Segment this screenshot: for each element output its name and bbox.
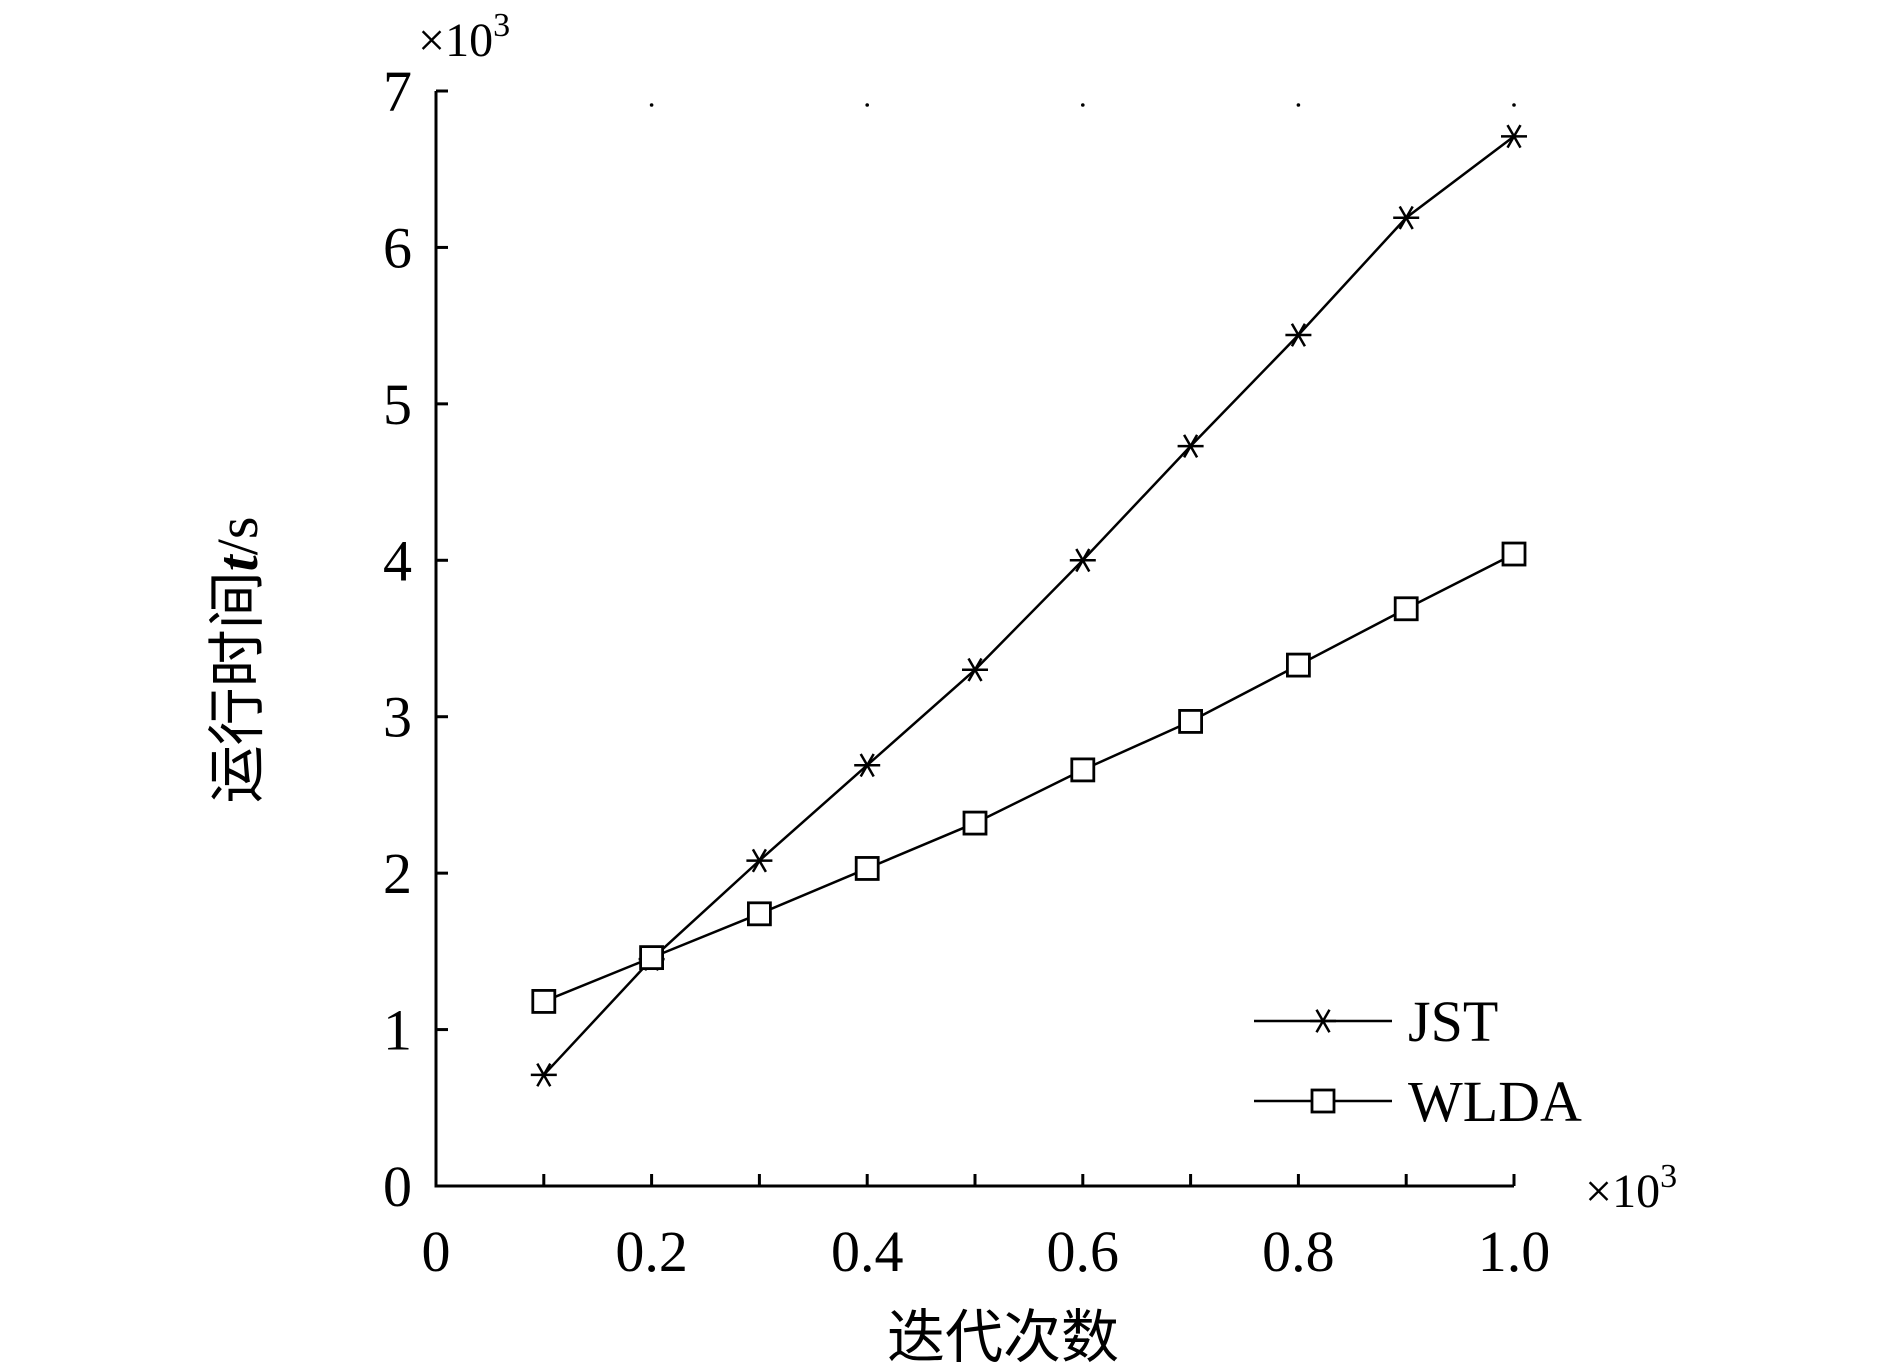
legend-entry: JST [1254, 989, 1498, 1054]
asterisk-marker [854, 753, 881, 778]
x-tick-label: 0.8 [1262, 1219, 1335, 1284]
y-axis-title-unit: /s [205, 517, 270, 556]
asterisk-stroke [1290, 323, 1306, 347]
square-marker [639, 945, 664, 971]
x-tick-label: 0 [422, 1219, 451, 1284]
asterisk-marker [1285, 323, 1312, 347]
y-multiplier-exponent: 3 [493, 7, 510, 44]
y-axis-title: 运行时间t/s [205, 517, 270, 804]
top-frame-dot [1081, 103, 1085, 107]
asterisk-marker [1069, 548, 1096, 573]
legend-label: JST [1408, 989, 1498, 1054]
asterisk-marker [962, 657, 988, 682]
x-tick-label: 0.2 [615, 1219, 688, 1284]
asterisk-stroke [1183, 434, 1199, 458]
asterisk-stroke [1398, 205, 1414, 230]
series-line-jst [542, 135, 1515, 1076]
asterisk-marker [1177, 434, 1204, 458]
top-frame-dot [649, 103, 654, 107]
square-marker [1310, 1088, 1336, 1114]
square-marker [1070, 757, 1096, 783]
y-tick-label: 1 [383, 998, 412, 1063]
asterisk-stroke [859, 753, 875, 778]
legend-label: WLDA [1408, 1069, 1582, 1134]
asterisk-stroke [1075, 548, 1091, 573]
x-multiplier-exponent: 3 [1660, 1158, 1677, 1195]
y-multiplier-base: ×10 [418, 14, 493, 67]
x-multiplier-base: ×10 [1585, 1165, 1660, 1218]
y-tick-label: 3 [383, 685, 412, 750]
top-frame-dot [1296, 103, 1301, 107]
y-tick-label: 6 [383, 215, 412, 280]
ticks: 0 1 2 3 4 5 6 7 0 0.2 0.4 0.6 0.8 1.0 [383, 59, 1550, 1284]
series-line-wlda [543, 552, 1515, 1003]
asterisk-stroke [1315, 1009, 1331, 1033]
top-frame-dots [649, 103, 1516, 107]
legend-entry: WLDA [1254, 1069, 1582, 1134]
square-marker [1501, 541, 1527, 567]
square-marker [854, 856, 880, 881]
square-marker [962, 810, 988, 836]
square-marker [1286, 652, 1311, 678]
legend: JST WLDA [1254, 989, 1582, 1134]
asterisk-marker [1501, 124, 1527, 149]
square-marker [1178, 709, 1203, 734]
asterisk-marker [530, 1063, 557, 1087]
top-frame-dot [865, 103, 869, 107]
y-tick-label: 2 [383, 841, 412, 906]
y-tick-label: 7 [383, 59, 412, 124]
square-marker [747, 901, 772, 927]
asterisk-marker [1393, 205, 1420, 230]
y-axis-title-main: 运行时间 [205, 571, 270, 803]
x-axis-title: 迭代次数 [887, 1305, 1119, 1370]
asterisk-marker [1310, 1009, 1336, 1033]
square-marker [531, 989, 557, 1014]
series-wlda [531, 541, 1527, 1014]
top-frame-dot [1512, 103, 1516, 107]
y-tick-label: 0 [383, 1154, 412, 1219]
square-marker [1393, 596, 1419, 622]
x-tick-label: 1.0 [1478, 1219, 1551, 1284]
series-jst [530, 124, 1527, 1087]
series-layer [530, 124, 1527, 1087]
x-tick-label: 0.6 [1047, 1219, 1120, 1284]
x-axis-multiplier: ×103 [1585, 1158, 1677, 1218]
y-axis-multiplier: ×103 [418, 7, 510, 67]
y-tick-label: 5 [383, 372, 412, 437]
y-axis-title-variable: t [205, 553, 270, 571]
x-tick-label: 0.4 [831, 1219, 904, 1284]
y-tick-label: 4 [383, 528, 412, 593]
asterisk-stroke [967, 657, 983, 682]
asterisk-stroke [1506, 124, 1522, 149]
asterisk-stroke [751, 848, 767, 873]
axes [434, 91, 1514, 1188]
asterisk-stroke [536, 1063, 552, 1087]
asterisk-marker [746, 848, 773, 873]
